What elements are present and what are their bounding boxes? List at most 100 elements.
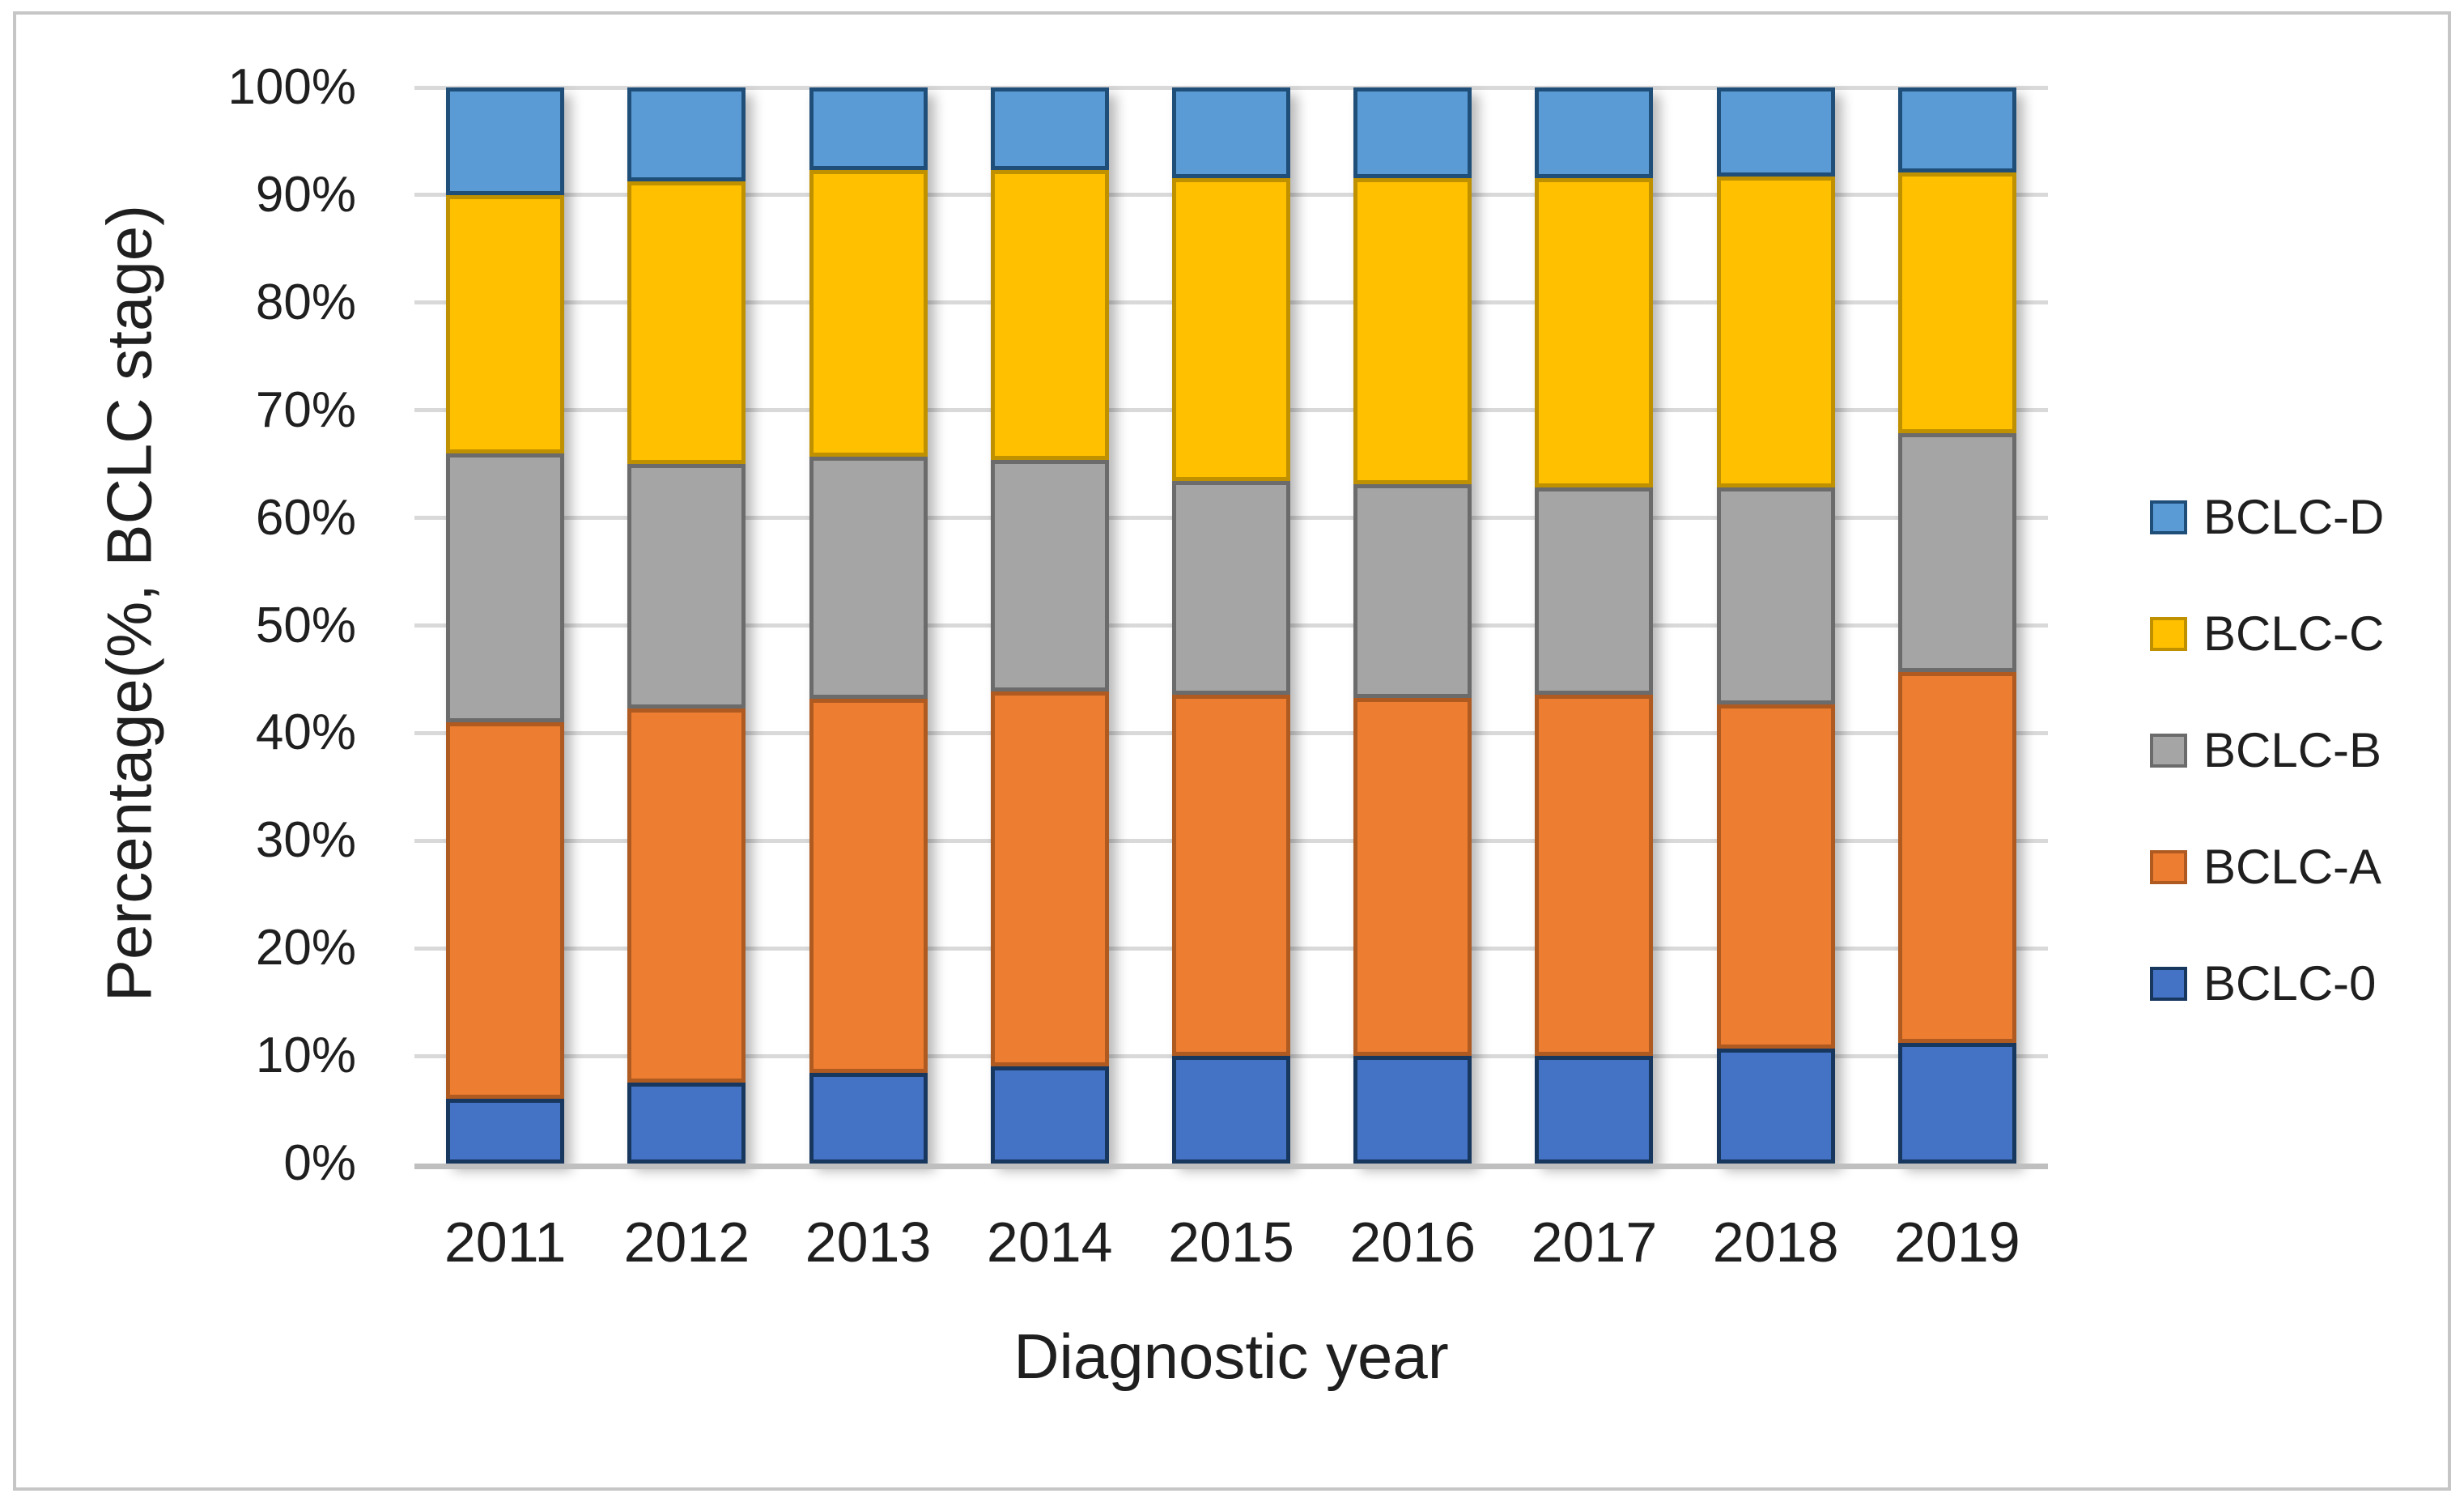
bar-column-2012 xyxy=(627,87,746,1164)
bar-segment-bclc-d-2011 xyxy=(446,87,565,195)
category-cell-2016 xyxy=(1322,87,1503,1164)
y-tick-label-40pct: 40% xyxy=(255,704,356,761)
bar-segment-bclc-a-2019 xyxy=(1897,672,2016,1043)
legend-swatch-bclc-a xyxy=(2150,850,2187,884)
bar-segment-bclc-b-2013 xyxy=(809,457,928,699)
y-tick-label-80pct: 80% xyxy=(255,274,356,330)
bar-segment-bclc-0-2012 xyxy=(627,1083,746,1164)
y-tick-label-0pct: 0% xyxy=(283,1135,356,1191)
category-cell-2018 xyxy=(1685,87,1867,1164)
bar-segment-bclc-c-2012 xyxy=(627,181,746,464)
bars-layer xyxy=(414,87,2048,1164)
bar-column-2015 xyxy=(1171,87,1290,1164)
bar-segment-bclc-0-2014 xyxy=(990,1066,1109,1164)
bar-column-2014 xyxy=(990,87,1109,1164)
bar-segment-bclc-a-2018 xyxy=(1716,704,1835,1049)
bar-column-2013 xyxy=(809,87,928,1164)
y-tick-label-30pct: 30% xyxy=(255,812,356,869)
bar-segment-bclc-a-2016 xyxy=(1353,698,1472,1056)
category-cell-2012 xyxy=(596,87,777,1164)
bar-segment-bclc-c-2015 xyxy=(1171,178,1290,481)
bar-segment-bclc-0-2018 xyxy=(1716,1049,1835,1164)
bar-segment-bclc-a-2017 xyxy=(1535,695,1654,1056)
bar-segment-bclc-a-2011 xyxy=(446,722,565,1099)
legend-label-bclc-b: BCLC-B xyxy=(2203,723,2382,777)
bar-segment-bclc-b-2012 xyxy=(627,464,746,708)
category-cell-2019 xyxy=(1867,87,2048,1164)
legend-swatch-bclc-c xyxy=(2150,617,2187,651)
bar-segment-bclc-0-2016 xyxy=(1353,1056,1472,1164)
legend-label-bclc-a: BCLC-A xyxy=(2203,840,2382,894)
legend-item-bclc-b: BCLC-B xyxy=(2150,725,2381,777)
category-cell-2011 xyxy=(414,87,596,1164)
bar-segment-bclc-b-2019 xyxy=(1897,433,2016,672)
y-tick-label-20pct: 20% xyxy=(255,920,356,977)
y-tick-label-90pct: 90% xyxy=(255,166,356,223)
x-axis-title: Diagnostic year xyxy=(1013,1321,1449,1392)
category-cell-2014 xyxy=(959,87,1141,1164)
x-tick-label-2019: 2019 xyxy=(1894,1211,2020,1274)
bar-segment-bclc-d-2012 xyxy=(627,87,746,181)
x-tick-label-2014: 2014 xyxy=(986,1211,1113,1274)
x-tick-label-2017: 2017 xyxy=(1531,1211,1658,1274)
legend-swatch-bclc-d xyxy=(2150,500,2187,534)
y-tick-label-50pct: 50% xyxy=(255,597,356,653)
bar-segment-bclc-0-2017 xyxy=(1535,1056,1654,1164)
x-axis-line xyxy=(414,1164,2048,1169)
bar-segment-bclc-c-2013 xyxy=(809,170,928,457)
bar-segment-bclc-d-2019 xyxy=(1897,87,2016,172)
category-cell-2017 xyxy=(1503,87,1684,1164)
bar-column-2017 xyxy=(1535,87,1654,1164)
bar-segment-bclc-b-2017 xyxy=(1535,487,1654,695)
x-tick-label-2015: 2015 xyxy=(1168,1211,1294,1274)
bar-segment-bclc-b-2011 xyxy=(446,453,565,722)
bar-segment-bclc-0-2011 xyxy=(446,1099,565,1164)
x-tick-label-2018: 2018 xyxy=(1712,1211,1839,1274)
legend-swatch-bclc-b xyxy=(2150,734,2187,768)
bar-segment-bclc-a-2015 xyxy=(1171,695,1290,1056)
category-cell-2013 xyxy=(777,87,958,1164)
bar-segment-bclc-0-2013 xyxy=(809,1073,928,1164)
plot-area xyxy=(414,85,2048,1164)
x-tick-label-2011: 2011 xyxy=(444,1211,567,1274)
bar-segment-bclc-a-2013 xyxy=(809,699,928,1073)
bar-segment-bclc-c-2019 xyxy=(1897,172,2016,433)
legend-item-bclc-c: BCLC-C xyxy=(2150,608,2384,660)
bar-segment-bclc-c-2014 xyxy=(990,170,1109,460)
bar-column-2019 xyxy=(1897,87,2016,1164)
legend-label-bclc-0: BCLC-0 xyxy=(2203,956,2377,1011)
bar-column-2018 xyxy=(1716,87,1835,1164)
bar-segment-bclc-d-2013 xyxy=(809,87,928,170)
bar-segment-bclc-b-2014 xyxy=(990,460,1109,691)
bar-segment-bclc-c-2016 xyxy=(1353,178,1472,484)
bar-segment-bclc-a-2014 xyxy=(990,691,1109,1066)
bar-segment-bclc-b-2015 xyxy=(1171,481,1290,695)
bar-segment-bclc-c-2018 xyxy=(1716,177,1835,487)
y-tick-label-10pct: 10% xyxy=(255,1028,356,1084)
bar-segment-bclc-d-2018 xyxy=(1716,87,1835,177)
x-tick-label-2016: 2016 xyxy=(1349,1211,1476,1274)
bar-segment-bclc-a-2012 xyxy=(627,708,746,1083)
y-tick-label-70pct: 70% xyxy=(255,381,356,438)
bar-segment-bclc-c-2011 xyxy=(446,195,565,453)
x-tick-label-2013: 2013 xyxy=(805,1211,932,1274)
legend-item-bclc-d: BCLC-D xyxy=(2150,491,2384,543)
bar-segment-bclc-b-2018 xyxy=(1716,487,1835,704)
bar-segment-bclc-0-2015 xyxy=(1171,1056,1290,1164)
legend-swatch-bclc-0 xyxy=(2150,967,2187,1001)
y-tick-label-100pct: 100% xyxy=(227,59,356,115)
category-cell-2015 xyxy=(1141,87,1322,1164)
legend-label-bclc-d: BCLC-D xyxy=(2203,490,2385,544)
bar-segment-bclc-d-2015 xyxy=(1171,87,1290,178)
bar-segment-bclc-0-2019 xyxy=(1897,1043,2016,1164)
legend-item-bclc-0: BCLC-0 xyxy=(2150,958,2376,1010)
bar-segment-bclc-c-2017 xyxy=(1535,178,1654,487)
bar-segment-bclc-d-2014 xyxy=(990,87,1109,170)
bar-column-2011 xyxy=(446,87,565,1164)
bar-column-2016 xyxy=(1353,87,1472,1164)
bar-segment-bclc-d-2017 xyxy=(1535,87,1654,178)
bar-segment-bclc-b-2016 xyxy=(1353,484,1472,698)
x-tick-label-2012: 2012 xyxy=(623,1211,750,1274)
y-tick-label-60pct: 60% xyxy=(255,489,356,546)
